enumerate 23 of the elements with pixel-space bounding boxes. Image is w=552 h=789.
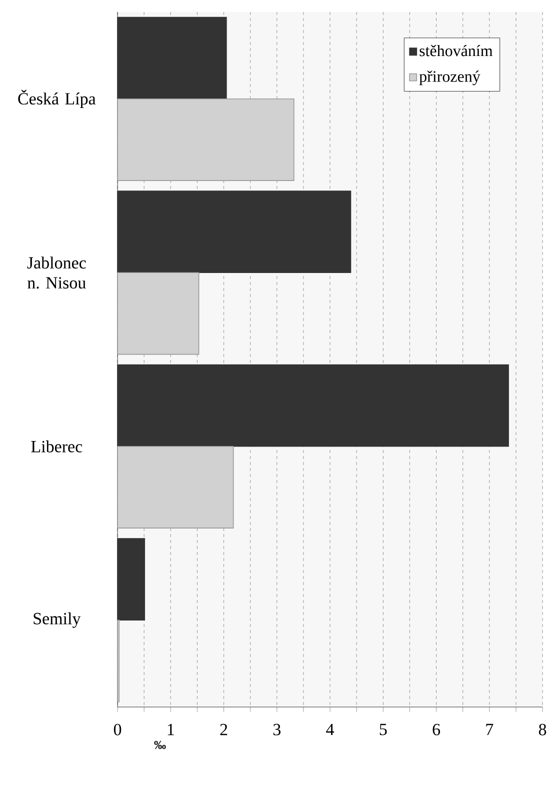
- bar: [116, 272, 199, 355]
- x-axis-title: ‰: [154, 740, 166, 750]
- legend-label: přirozený: [419, 70, 480, 86]
- legend-label: stěhováním: [420, 44, 492, 56]
- y-tick-label: Semily: [34, 612, 80, 628]
- x-tick-label: 0: [114, 724, 121, 736]
- x-tick-label: 8: [538, 724, 546, 736]
- bar: [116, 446, 234, 528]
- y-tick-label: Jablonec n. Nisou: [27, 256, 86, 289]
- y-tick-label: Česká Lípa: [18, 90, 96, 108]
- x-tick-label: 5: [380, 724, 387, 736]
- bar: [116, 538, 145, 621]
- x-tick-label: 7: [486, 724, 493, 736]
- x-tick-label: 6: [432, 724, 440, 736]
- x-tick-label: 4: [326, 724, 334, 736]
- bar: [116, 98, 294, 181]
- x-tick-label: 1: [168, 724, 174, 736]
- y-tick-label: Liberec: [30, 440, 82, 452]
- bar: [116, 16, 227, 100]
- x-tick-label: 2: [220, 724, 227, 736]
- bar: [116, 364, 509, 447]
- x-tick-label: 3: [273, 724, 280, 736]
- bar: [116, 190, 351, 274]
